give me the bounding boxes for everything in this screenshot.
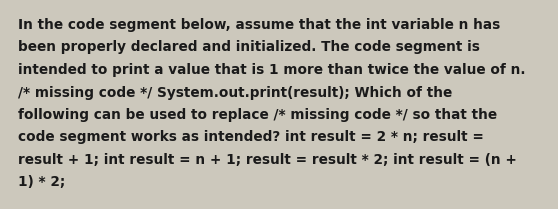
Text: code segment works as intended? int result = 2 * n; result =: code segment works as intended? int resu… (18, 130, 484, 144)
Text: /* missing code */ System.out.print(result); Which of the: /* missing code */ System.out.print(resu… (18, 85, 452, 99)
Text: In the code segment below, assume that the int variable n has: In the code segment below, assume that t… (18, 18, 501, 32)
Text: been properly declared and initialized. The code segment is: been properly declared and initialized. … (18, 41, 480, 55)
Text: 1) * 2;: 1) * 2; (18, 176, 65, 190)
Text: following can be used to replace /* missing code */ so that the: following can be used to replace /* miss… (18, 108, 497, 122)
Text: result + 1; int result = n + 1; result = result * 2; int result = (n +: result + 1; int result = n + 1; result =… (18, 153, 517, 167)
Text: intended to print a value that is 1 more than twice the value of n.: intended to print a value that is 1 more… (18, 63, 526, 77)
